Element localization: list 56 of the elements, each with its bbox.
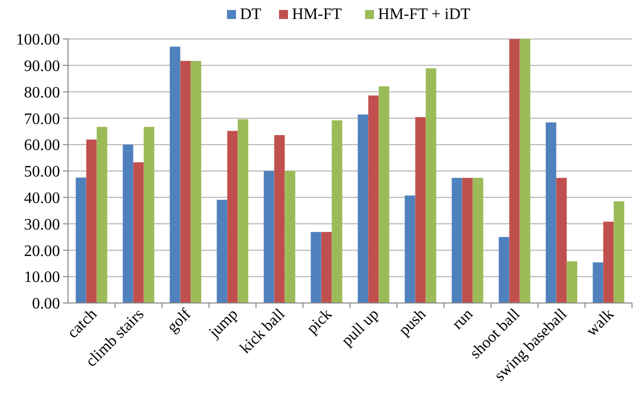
bar [332,120,342,303]
bar [520,39,530,303]
bar [180,60,191,303]
y-tick-label: 40.00 [24,190,60,207]
y-tick-label: 30.00 [24,216,60,234]
x-tick-label: kick ball [237,305,289,358]
y-tick-label: 50.00 [24,164,60,181]
bar [509,39,520,303]
y-tick-label: 70.00 [24,110,60,128]
bar [170,46,180,303]
bar [566,261,578,303]
legend-label: DT [240,6,262,23]
bar [321,232,332,303]
bar [96,126,108,303]
bar [122,144,134,303]
y-tick-label: 10.00 [24,269,60,286]
bar [86,140,97,303]
bar [310,232,322,303]
bar [274,135,285,303]
bar [426,68,436,303]
x-tick-label: pick [304,306,336,338]
bar [404,196,416,303]
bar [603,222,614,303]
bar [264,171,274,303]
bar [452,178,462,303]
bar [133,162,144,303]
bar [462,178,473,303]
bar [216,200,228,303]
bar [238,119,248,303]
bar [368,95,379,303]
y-tick-label: 80.00 [24,84,60,102]
legend-label: HM-FT + iDT [378,6,471,23]
bar [614,201,624,303]
bar [415,117,426,303]
x-tick-label: catch [64,306,100,342]
x-tick-label: walk [583,306,618,340]
bar [498,237,510,303]
bar [546,122,556,303]
y-tick-label: 90.00 [24,58,60,75]
legend-label: HM-FT [292,6,342,23]
y-tick-label: 20.00 [24,242,60,260]
bar [592,262,604,303]
bar [144,126,154,303]
y-tick-label: 0.00 [32,296,60,313]
bar [358,114,368,303]
bar [227,130,238,303]
bar [378,86,390,303]
bar [284,171,296,303]
bar [190,60,202,303]
bar [76,178,86,303]
y-tick-label: 60.00 [24,137,60,154]
x-tick-label: run [449,306,476,333]
bar [472,178,484,303]
bar [556,178,567,303]
x-tick-label: pull up [338,306,382,350]
y-tick-label: 100.00 [16,32,60,49]
